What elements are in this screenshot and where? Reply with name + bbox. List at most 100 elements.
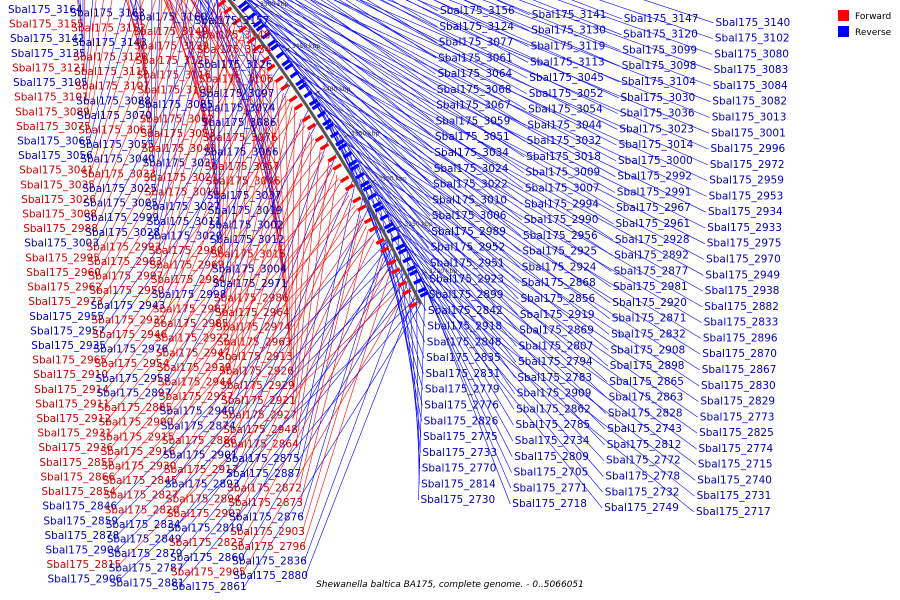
connector-line	[375, 193, 698, 418]
gene-label: Sbal175_3057	[205, 161, 280, 173]
gene-label: Sbal175_2862	[516, 403, 591, 415]
gene-label: Sbal175_2911	[35, 398, 110, 410]
gene-label: Sbal175_3034	[434, 147, 509, 159]
forward-gene-block	[237, 25, 248, 34]
gene-label: Sbal175_2931	[37, 428, 112, 440]
gene-label: Sbal175_2963	[217, 336, 292, 348]
forward-gene-block	[391, 267, 401, 275]
connector-line	[237, 225, 367, 500]
gene-label: Sbal175_2898	[610, 360, 685, 372]
gene-label: Sbal175_2903	[230, 526, 305, 538]
gene-label: Sbal175_2914	[34, 384, 109, 396]
gene-label: Sbal175_2995	[25, 252, 100, 264]
connector-line	[184, 0, 217, 193]
gene-label: Sbal175_3164	[8, 4, 83, 16]
connector-line	[155, 0, 188, 204]
connector-line	[242, 295, 404, 573]
gene-label: Sbal175_3128	[73, 52, 148, 64]
gene-label: Sbal175_2718	[512, 498, 587, 510]
reverse-gene-block	[295, 78, 305, 87]
connector-line	[170, 154, 325, 423]
connector-line	[175, 222, 365, 496]
gene-label: Sbal175_2975	[707, 238, 782, 250]
connector-line	[100, 48, 252, 303]
gene-label: Sbal175_2823	[169, 537, 244, 549]
reverse-gene-block	[355, 171, 365, 180]
gene-label: Sbal175_3098	[622, 60, 697, 72]
connector-line	[387, 0, 710, 134]
gene-label: Sbal175_2835	[426, 352, 501, 364]
gene-label: Sbal175_2993	[87, 241, 162, 253]
gene-label: Sbal175_3054	[528, 104, 603, 116]
gene-label: Sbal175_2965	[32, 355, 107, 367]
connector-line	[174, 208, 358, 482]
scale-tick-label: 3400 kbp	[322, 86, 350, 93]
connector-line	[235, 198, 352, 471]
connector-line	[104, 99, 289, 361]
gene-label: Sbal175_2855	[39, 457, 114, 469]
forward-gene-block	[217, 0, 227, 8]
gene-label: Sbal175_2733	[422, 447, 497, 459]
connector-line	[359, 0, 527, 95]
gene-label: Sbal175_2959	[709, 175, 784, 187]
gene-label: Sbal175_2849	[107, 534, 182, 546]
gene-label: Sbal175_3115	[74, 66, 149, 78]
connector-line	[355, 0, 618, 130]
connector-line	[256, 0, 432, 170]
gene-label: Sbal175_2871	[612, 313, 687, 325]
connector-line	[312, 93, 702, 323]
reverse-gene-block	[237, 0, 248, 10]
gene-label: Sbal175_3026	[21, 194, 96, 206]
connector-line	[254, 12, 705, 244]
connector-line	[360, 168, 515, 394]
gene-label: Sbal175_2880	[233, 570, 308, 582]
gene-label: Sbal175_2926	[219, 366, 294, 378]
gene-label: Sbal175_3015	[211, 249, 286, 261]
gene-label: Sbal175_3021	[144, 172, 219, 184]
connector-line	[429, 294, 603, 509]
gene-label: Sbal175_3031	[143, 157, 218, 169]
connector-line	[250, 0, 432, 185]
connector-line	[118, 287, 400, 566]
connector-line	[260, 20, 521, 252]
connector-line	[159, 14, 226, 263]
backbone-arc	[227, 0, 423, 305]
gene-label: Sbal175_3055	[79, 139, 154, 151]
connector-line	[266, 0, 707, 213]
gene-label: Sbal175_3030	[621, 92, 696, 104]
gene-label: Sbal175_2705	[514, 467, 589, 479]
gene-label: Sbal175_2860	[170, 552, 245, 564]
connector-line	[207, 0, 219, 222]
gene-label: Sbal175_3013	[712, 112, 787, 124]
connector-line	[129, 0, 145, 43]
connector-line	[287, 56, 612, 288]
gene-label: Sbal175_2882	[704, 301, 779, 313]
reverse-gene-block	[246, 12, 256, 21]
gene-label: Sbal175_2938	[705, 285, 780, 297]
gene-label: Sbal175_3152	[71, 22, 146, 34]
connector-line	[418, 272, 512, 489]
connector-line	[238, 239, 375, 515]
gene-label: Sbal175_3065	[17, 136, 92, 148]
connector-line	[298, 215, 361, 489]
gene-label: Sbal175_3040	[80, 154, 155, 166]
connector-line	[97, 23, 233, 274]
gene-label: Sbal175_2947	[156, 347, 231, 359]
connector-line	[275, 40, 612, 272]
gene-label: Sbal175_2873	[228, 497, 303, 509]
legend-forward-swatch	[838, 10, 849, 21]
gene-label: Sbal175_2974	[216, 322, 291, 334]
connector-line	[291, 122, 304, 387]
gene-label: Sbal175_3097	[200, 88, 275, 100]
gene-label: Sbal175_2865	[609, 376, 684, 388]
connector-line	[116, 254, 397, 537]
forward-gene-block	[386, 258, 397, 267]
scale-tick	[253, 5, 259, 10]
connector-line	[267, 70, 289, 328]
forward-gene-block	[327, 155, 337, 163]
gene-label: Sbal175_2988	[23, 223, 98, 235]
reverse-gene-block	[284, 62, 294, 71]
gene-label: Sbal175_3067	[436, 100, 511, 112]
connector-line	[98, 35, 243, 288]
gene-label: Sbal175_2900	[99, 417, 174, 429]
